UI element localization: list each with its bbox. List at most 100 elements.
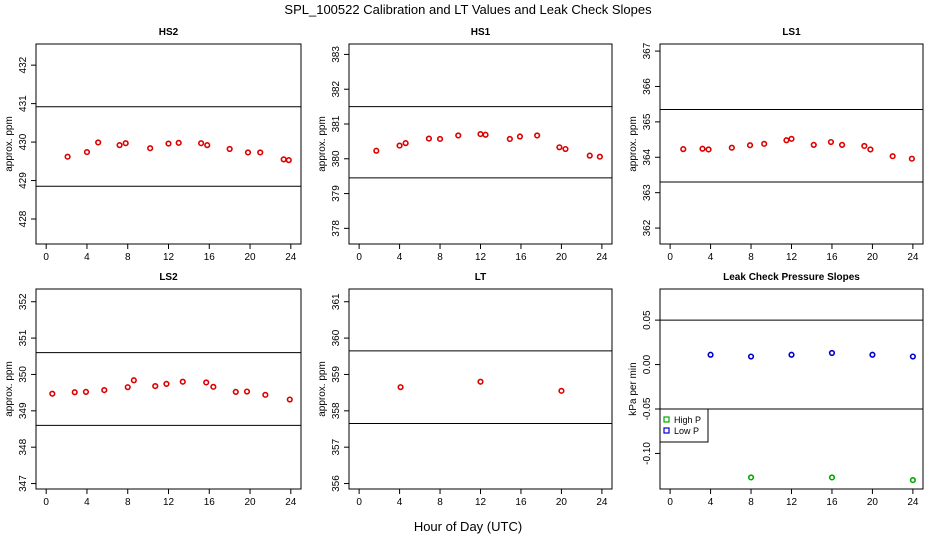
x-tick-label: 8: [125, 497, 131, 508]
x-tick-label: 20: [244, 497, 256, 508]
x-tick-label: 24: [907, 497, 919, 508]
x-tick-label: 20: [556, 497, 568, 508]
data-point: [707, 351, 714, 358]
x-tick-label: 16: [826, 497, 838, 508]
plot-frame: [348, 288, 613, 490]
data-point: [436, 135, 444, 143]
y-tick-label: 351: [18, 329, 29, 346]
x-tick-label: 8: [437, 252, 443, 263]
y-tick-label: 380: [331, 150, 342, 167]
x-tick-label: 12: [163, 252, 175, 263]
panel-title: LS2: [159, 272, 178, 283]
data-point: [49, 390, 56, 397]
x-tick-label: 12: [786, 497, 798, 508]
x-tick-label: 20: [244, 252, 256, 263]
y-tick-label: 356: [331, 475, 342, 492]
y-tick-label: 347: [18, 475, 29, 492]
legend-swatch: [663, 416, 670, 423]
data-point: [788, 351, 795, 358]
x-tick-label: 8: [748, 252, 754, 263]
data-point: [596, 153, 603, 160]
data-point: [124, 384, 131, 391]
y-tick-label: 357: [331, 438, 342, 455]
x-tick-label: 8: [437, 497, 443, 508]
x-tick-label: 4: [708, 497, 714, 508]
data-point: [130, 377, 137, 384]
x-tick-label: 0: [667, 497, 673, 508]
y-axis-label: approx. ppm: [4, 116, 15, 172]
panel-1: HS1 0 4 8 12 16 20 24 378 379 380 381 382 383 approx. …: [317, 27, 613, 263]
data-point: [562, 145, 569, 153]
data-point: [402, 140, 409, 147]
y-tick-label: 359: [331, 366, 342, 383]
data-point: [869, 351, 876, 358]
data-point: [828, 474, 836, 481]
data-point: [810, 141, 817, 148]
x-tick-label: 16: [515, 252, 527, 263]
data-point: [175, 139, 182, 146]
data-point: [152, 382, 159, 390]
data-point: [198, 140, 205, 147]
x-tick-label: 12: [786, 252, 798, 263]
x-tick-label: 4: [84, 252, 90, 263]
y-tick-label: 348: [18, 438, 29, 455]
x-tick-label: 12: [475, 252, 487, 263]
legend-swatch: [663, 427, 670, 434]
y-tick-label: 366: [642, 78, 653, 95]
x-tick-label: 8: [125, 252, 131, 263]
y-tick-label: 429: [18, 172, 29, 189]
x-tick-label: 0: [356, 497, 362, 508]
legend-label: High P: [674, 415, 701, 425]
y-tick-label: 350: [18, 366, 29, 383]
x-tick-label: 0: [43, 497, 49, 508]
data-point: [477, 378, 484, 385]
data-point: [586, 152, 593, 159]
data-point: [827, 138, 835, 146]
data-point: [373, 147, 380, 154]
y-tick-label: 362: [642, 219, 653, 236]
x-tick-label: 24: [285, 252, 297, 263]
x-tick-label: 24: [596, 252, 608, 263]
panel-3: LS2 0 4 8 12 16 20 24 347 348 349 350 351 352 approx. …: [4, 272, 302, 508]
y-tick-label: -0.05: [642, 397, 653, 420]
x-tick-label: 24: [907, 252, 919, 263]
data-point: [243, 388, 251, 395]
y-tick-label: 432: [18, 56, 29, 73]
data-point: [397, 384, 404, 391]
data-point: [147, 145, 154, 152]
x-tick-label: 24: [285, 497, 297, 508]
y-tick-label: 430: [18, 133, 29, 150]
y-tick-label: 383: [331, 46, 342, 63]
x-tick-label: 16: [515, 497, 527, 508]
data-point: [728, 144, 735, 151]
panel-0: HS2 0 4 8 12 16 20 24 428 429 430 431 432 approx. ppm: [4, 27, 302, 263]
data-point: [210, 383, 217, 390]
panel-5: Leak Check Pressure Slopes 0 4 8 12 16 20 24 -0.…: [628, 272, 924, 508]
data-point: [909, 353, 916, 360]
data-point: [101, 386, 108, 394]
x-tick-label: 16: [826, 252, 838, 263]
data-point: [425, 135, 433, 142]
data-point: [889, 153, 896, 160]
y-tick-label: 381: [331, 115, 342, 132]
data-point: [783, 137, 790, 144]
data-point: [244, 149, 252, 156]
data-point: [746, 142, 754, 149]
y-tick-label: 428: [18, 210, 29, 227]
data-point: [556, 144, 563, 151]
panels: HS2 0 4 8 12 16 20 24 428 429 430 431 432 approx. ppm…: [4, 27, 924, 508]
data-point: [163, 380, 170, 388]
y-tick-label: 358: [331, 402, 342, 419]
y-tick-label: 363: [642, 184, 653, 201]
y-tick-label: 431: [18, 95, 29, 112]
data-point: [909, 477, 916, 484]
data-point: [82, 388, 90, 396]
x-tick-label: 20: [556, 252, 568, 263]
y-tick-label: 382: [331, 80, 342, 97]
data-point: [285, 157, 292, 164]
data-point: [204, 142, 211, 149]
x-tick-label: 4: [397, 497, 403, 508]
x-tick-label: 12: [163, 497, 175, 508]
x-tick-label: 12: [475, 497, 487, 508]
